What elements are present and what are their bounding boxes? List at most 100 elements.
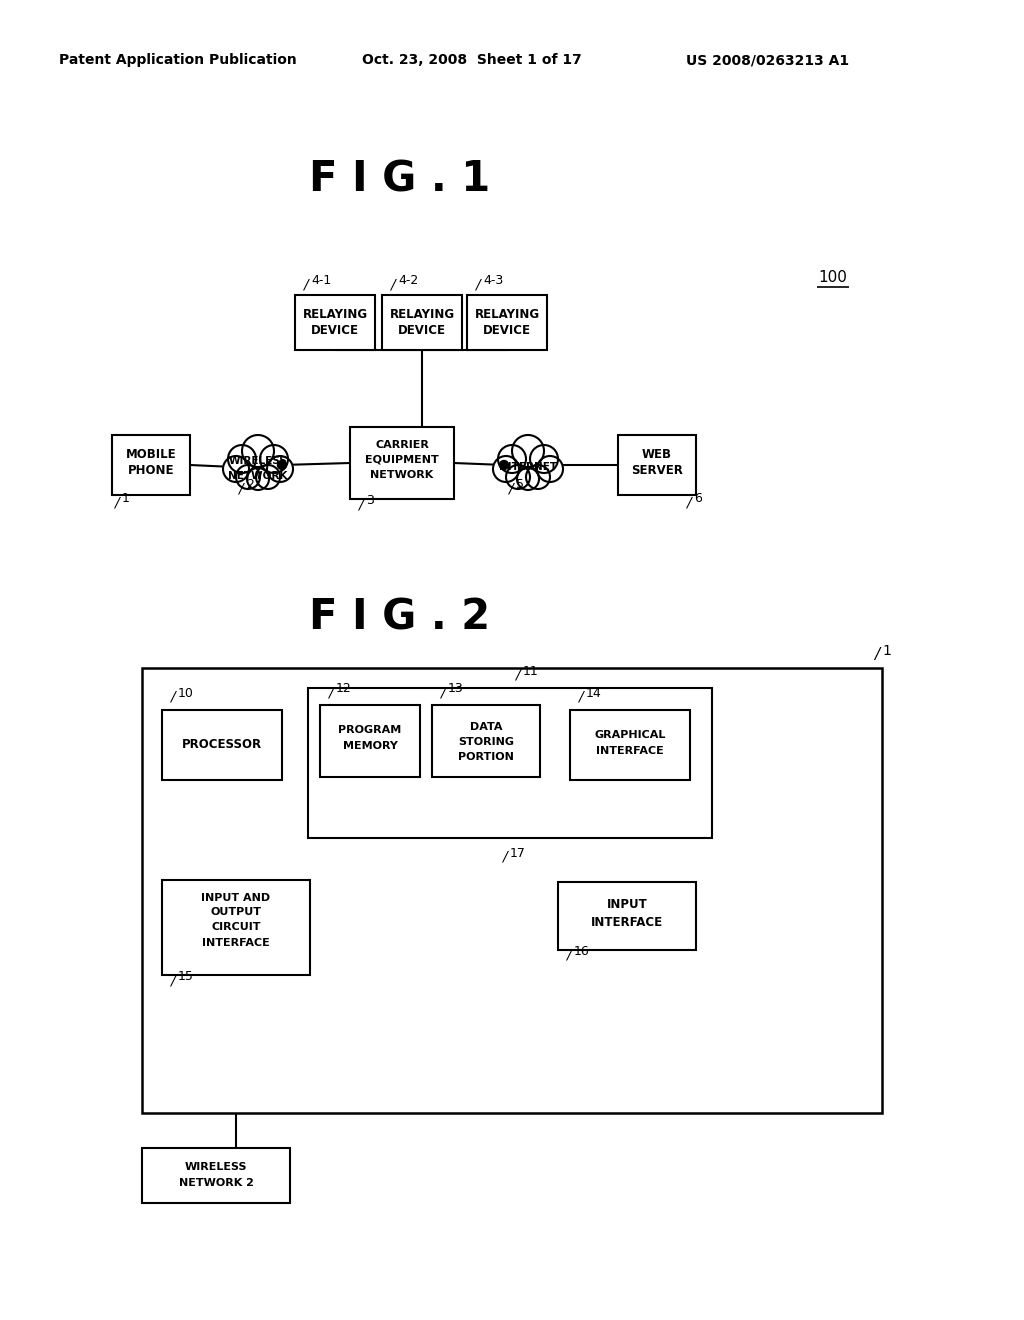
Text: INTERNET: INTERNET: [499, 462, 557, 473]
Text: NETWORK: NETWORK: [228, 471, 288, 480]
Text: DEVICE: DEVICE: [398, 325, 446, 338]
Text: SERVER: SERVER: [631, 465, 683, 478]
Circle shape: [512, 436, 544, 467]
Text: /: /: [502, 850, 507, 865]
Circle shape: [526, 465, 550, 488]
Bar: [467, 294, 547, 350]
Text: /: /: [578, 690, 583, 704]
Text: RELAYING: RELAYING: [474, 308, 540, 321]
Text: NETWORK 2: NETWORK 2: [178, 1177, 253, 1188]
Text: /: /: [328, 685, 333, 700]
Text: /: /: [440, 685, 444, 700]
Text: /: /: [114, 495, 119, 510]
Text: /: /: [515, 668, 519, 682]
Circle shape: [260, 445, 288, 473]
Text: 16: 16: [574, 945, 590, 958]
Bar: [162, 710, 282, 780]
Text: DATA: DATA: [470, 722, 502, 733]
Text: 15: 15: [178, 970, 194, 983]
Text: 6: 6: [694, 492, 701, 506]
Text: 4-1: 4-1: [311, 275, 331, 286]
Circle shape: [537, 455, 563, 482]
Text: /: /: [475, 277, 479, 290]
Circle shape: [498, 445, 526, 473]
Text: Patent Application Publication: Patent Application Publication: [59, 53, 297, 67]
Text: WIRELESS: WIRELESS: [184, 1162, 247, 1172]
Text: STORING: STORING: [458, 737, 514, 747]
Text: WEB: WEB: [642, 449, 672, 462]
Text: 17: 17: [510, 847, 526, 861]
Text: 12: 12: [336, 682, 352, 696]
Bar: [142, 1148, 290, 1203]
Text: F I G . 2: F I G . 2: [309, 597, 490, 639]
Circle shape: [493, 455, 519, 482]
Circle shape: [236, 465, 260, 488]
Text: INTERFACE: INTERFACE: [596, 746, 664, 756]
Text: NETWORK: NETWORK: [371, 470, 433, 480]
Text: INPUT AND: INPUT AND: [202, 894, 270, 903]
Text: EQUIPMENT: EQUIPMENT: [366, 454, 439, 465]
Circle shape: [256, 465, 280, 488]
Text: WIRELESS: WIRELESS: [228, 455, 288, 466]
Text: F I G . 1: F I G . 1: [309, 158, 490, 201]
Text: 4-3: 4-3: [483, 275, 503, 286]
Circle shape: [247, 469, 269, 490]
Text: INTERFACE: INTERFACE: [202, 939, 270, 948]
Text: DEVICE: DEVICE: [483, 325, 531, 338]
Text: 4-2: 4-2: [398, 275, 418, 286]
Circle shape: [228, 445, 256, 473]
Text: MEMORY: MEMORY: [343, 741, 397, 751]
Text: US 2008/0263213 A1: US 2008/0263213 A1: [686, 53, 850, 67]
Text: RELAYING: RELAYING: [389, 308, 455, 321]
Text: /: /: [303, 277, 307, 290]
Text: 2: 2: [246, 478, 254, 491]
Bar: [350, 426, 454, 499]
Circle shape: [530, 445, 558, 473]
Text: /: /: [390, 277, 394, 290]
Text: GRAPHICAL: GRAPHICAL: [594, 730, 666, 741]
Text: OUTPUT: OUTPUT: [211, 907, 261, 917]
Circle shape: [506, 465, 530, 488]
Bar: [319, 705, 420, 777]
Text: 3: 3: [366, 494, 374, 507]
Text: /: /: [170, 690, 175, 704]
Text: /: /: [170, 973, 175, 987]
Text: CARRIER: CARRIER: [375, 440, 429, 450]
Bar: [295, 294, 375, 350]
Bar: [570, 710, 690, 780]
Text: 5: 5: [516, 478, 524, 491]
Text: /: /: [238, 480, 243, 495]
Text: PORTION: PORTION: [458, 752, 514, 762]
Bar: [558, 882, 696, 950]
Text: /: /: [686, 495, 690, 510]
Text: CIRCUIT: CIRCUIT: [211, 921, 261, 932]
Text: 100: 100: [818, 271, 848, 285]
Circle shape: [500, 461, 509, 470]
Circle shape: [278, 461, 287, 470]
Text: RELAYING: RELAYING: [302, 308, 368, 321]
Text: PROGRAM: PROGRAM: [338, 725, 401, 735]
Circle shape: [267, 455, 293, 482]
Text: PHONE: PHONE: [128, 465, 174, 478]
Text: /: /: [358, 498, 362, 511]
Bar: [162, 880, 310, 975]
Bar: [432, 705, 540, 777]
Text: 1: 1: [122, 492, 130, 506]
Text: /: /: [874, 647, 880, 663]
Text: /: /: [566, 948, 570, 962]
Bar: [382, 294, 462, 350]
Bar: [308, 688, 712, 838]
Text: PROCESSOR: PROCESSOR: [182, 738, 262, 751]
Text: 14: 14: [586, 686, 602, 700]
Circle shape: [242, 436, 274, 467]
Circle shape: [223, 455, 249, 482]
Text: 10: 10: [178, 686, 194, 700]
Circle shape: [517, 469, 539, 490]
Text: INTERFACE: INTERFACE: [591, 916, 664, 928]
Bar: [142, 668, 882, 1113]
Text: DEVICE: DEVICE: [311, 325, 359, 338]
Text: INPUT: INPUT: [606, 898, 647, 911]
Text: MOBILE: MOBILE: [126, 449, 176, 462]
Text: 1: 1: [882, 644, 891, 657]
Bar: [618, 436, 696, 495]
